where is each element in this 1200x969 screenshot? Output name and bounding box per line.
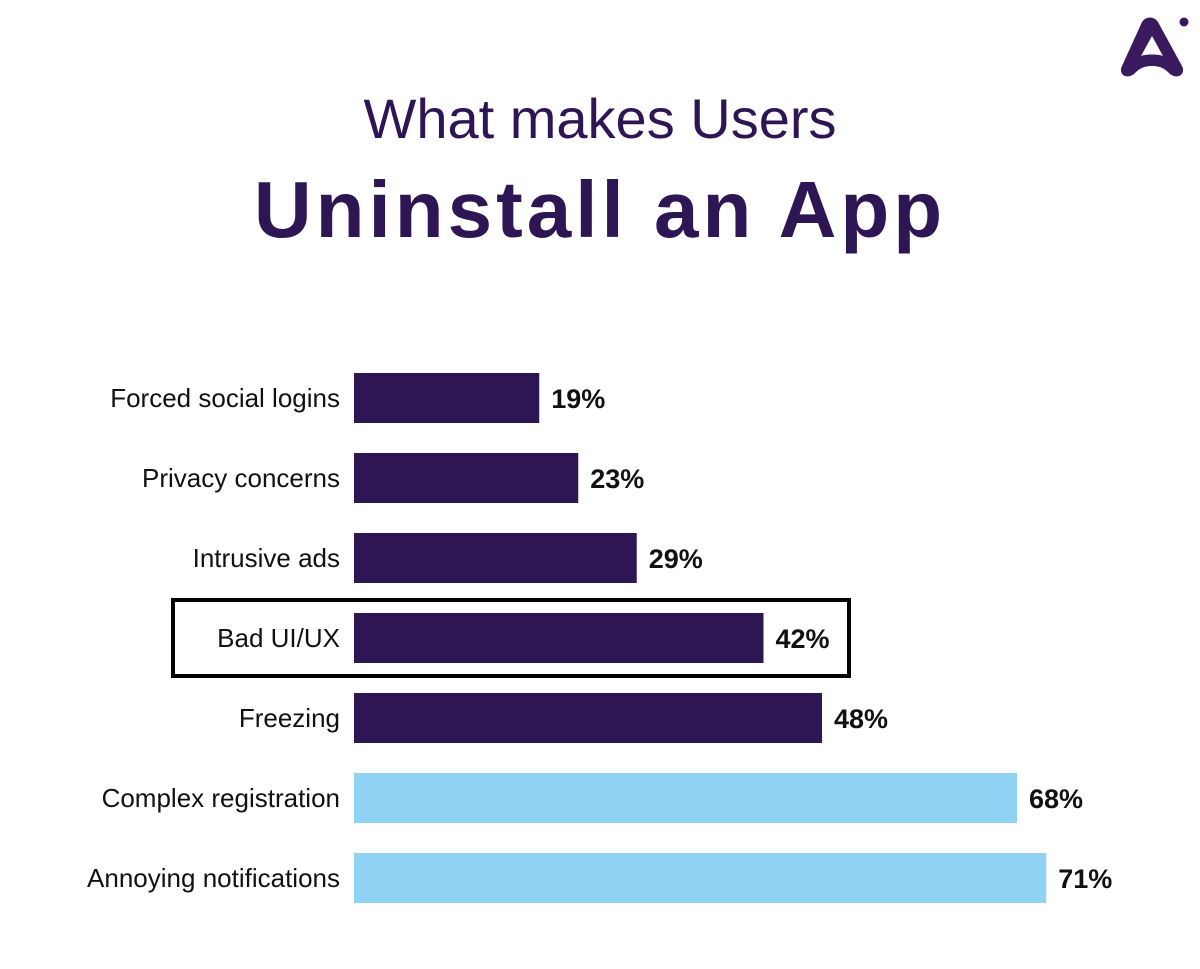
value-label-freezing: 48% <box>834 704 888 734</box>
bar-privacy-concerns <box>354 453 579 503</box>
bar-freezing <box>354 693 822 743</box>
category-label-annoying-notifications: Annoying notifications <box>87 863 340 893</box>
bar-intrusive-ads <box>354 533 637 583</box>
value-label-intrusive-ads: 29% <box>649 544 703 574</box>
value-label-annoying-notifications: 71% <box>1058 864 1112 894</box>
category-label-privacy-concerns: Privacy concerns <box>142 463 340 493</box>
category-label-forced-social-logins: Forced social logins <box>110 383 340 413</box>
value-label-forced-social-logins: 19% <box>551 384 605 414</box>
category-label-freezing: Freezing <box>239 703 340 733</box>
value-label-bad-ui-ux: 42% <box>776 624 830 654</box>
highlight-box <box>171 598 851 678</box>
category-label-intrusive-ads: Intrusive ads <box>193 543 340 573</box>
category-label-complex-registration: Complex registration <box>102 783 340 813</box>
value-label-complex-registration: 68% <box>1029 784 1083 814</box>
chart-title-line2: Uninstall an App <box>253 165 947 254</box>
bar-bad-ui-ux <box>354 613 764 663</box>
bar-forced-social-logins <box>354 373 540 423</box>
value-label-privacy-concerns: 23% <box>590 464 644 494</box>
brand-logo-icon <box>1120 17 1189 77</box>
bar-complex-registration <box>354 773 1017 823</box>
bar-annoying-notifications <box>354 853 1047 903</box>
category-label-bad-ui-ux: Bad UI/UX <box>217 623 340 653</box>
chart-title-line1: What makes Users <box>363 87 837 150</box>
